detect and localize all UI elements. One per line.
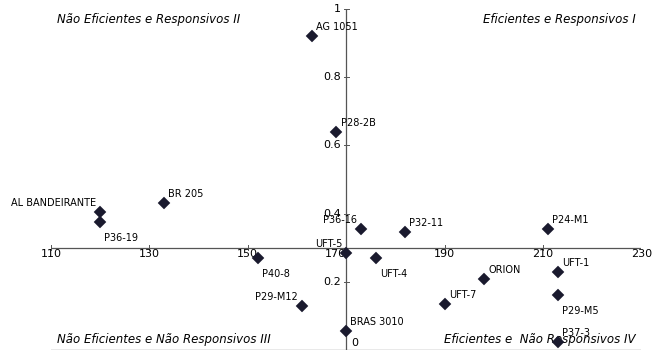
Text: 190: 190 [434, 249, 455, 259]
Text: P28-2B: P28-2B [340, 118, 375, 128]
Text: 110: 110 [41, 249, 62, 259]
Text: UFT-4: UFT-4 [380, 269, 407, 279]
Text: Não Eficientes e Não Responsivos III: Não Eficientes e Não Responsivos III [57, 333, 271, 347]
Text: Não Eficientes e Responsivos II: Não Eficientes e Responsivos II [57, 13, 240, 25]
Text: 0.6: 0.6 [323, 141, 341, 150]
Text: 230: 230 [630, 249, 652, 259]
Text: AG 1051: AG 1051 [316, 22, 358, 32]
Text: UFT-5: UFT-5 [315, 239, 342, 249]
Text: P36-19: P36-19 [104, 233, 138, 243]
Text: P29-M5: P29-M5 [562, 306, 598, 316]
Text: 1: 1 [335, 4, 341, 14]
Text: 0.2: 0.2 [323, 277, 341, 287]
Text: 0: 0 [351, 338, 358, 348]
Text: AL BANDEIRANTE: AL BANDEIRANTE [11, 198, 96, 208]
Text: 170: 170 [325, 249, 346, 259]
Text: P37-3: P37-3 [562, 328, 590, 338]
Text: P24-M1: P24-M1 [552, 215, 588, 225]
Text: Eficientes e  Não Responsivos IV: Eficientes e Não Responsivos IV [444, 333, 636, 347]
Text: 130: 130 [139, 249, 160, 259]
Text: BR 205: BR 205 [169, 189, 204, 199]
Text: 0.4: 0.4 [323, 209, 341, 218]
Text: 0.8: 0.8 [323, 72, 341, 82]
Text: ORION: ORION [488, 265, 520, 275]
Text: 210: 210 [533, 249, 554, 259]
Text: P32-11: P32-11 [409, 218, 443, 228]
Text: UFT-7: UFT-7 [449, 290, 476, 300]
Text: P29-M12: P29-M12 [255, 292, 298, 302]
Text: BRAS 3010: BRAS 3010 [350, 317, 404, 327]
Text: P36-16: P36-16 [323, 215, 357, 225]
Text: P40-8: P40-8 [262, 269, 290, 279]
Text: UFT-1: UFT-1 [562, 258, 589, 268]
Text: 150: 150 [237, 249, 258, 259]
Text: Eficientes e Responsivos I: Eficientes e Responsivos I [483, 13, 636, 25]
